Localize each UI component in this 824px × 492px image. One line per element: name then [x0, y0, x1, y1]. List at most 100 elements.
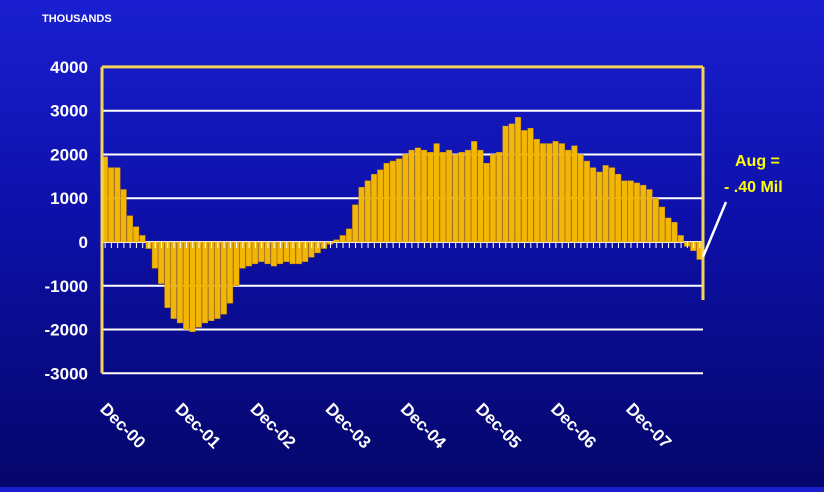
plot-frame — [100, 65, 705, 374]
bar — [414, 147, 421, 243]
bar — [208, 241, 215, 321]
bar — [602, 165, 609, 243]
bars-layer — [101, 117, 703, 332]
bar — [615, 173, 622, 243]
bar — [408, 149, 415, 243]
bar — [546, 143, 553, 243]
bar — [577, 154, 584, 243]
y-tick-labels: 4000 3000 2000 1000 0 -1000 -2000 -3000 — [45, 58, 88, 383]
x-tick-label: Dec-05 — [472, 399, 525, 452]
x-tick-label: Dec-06 — [547, 399, 600, 452]
bar — [502, 125, 509, 243]
bar — [527, 127, 534, 243]
bar — [533, 138, 540, 243]
bar — [552, 141, 559, 243]
bar — [201, 241, 209, 324]
bar — [189, 241, 196, 332]
bar — [471, 141, 478, 243]
annotation-pointer — [701, 201, 728, 258]
bar — [220, 241, 227, 315]
bar — [139, 235, 146, 243]
bar — [214, 241, 221, 319]
bar — [558, 143, 565, 243]
y-tick-label: 1000 — [50, 189, 88, 208]
bar — [646, 189, 653, 243]
bar — [508, 123, 515, 243]
bar — [627, 180, 634, 243]
bar — [158, 241, 165, 284]
bar — [477, 149, 484, 243]
x-tick-label: Dec-00 — [96, 399, 149, 452]
bar — [371, 173, 378, 243]
bar — [345, 228, 353, 243]
bar — [671, 222, 678, 243]
bar — [389, 160, 396, 243]
y-tick-label: 0 — [79, 233, 88, 252]
bar — [227, 241, 234, 304]
bar — [339, 235, 346, 243]
bar — [377, 169, 384, 243]
bar — [183, 241, 190, 330]
bar — [571, 145, 578, 243]
bar — [402, 154, 409, 243]
bar — [176, 241, 183, 324]
y-tick-label: -3000 — [45, 364, 88, 383]
bar — [540, 143, 547, 243]
bar — [458, 152, 465, 243]
bar — [565, 149, 572, 243]
zero-axis-ticks — [104, 242, 701, 248]
bar — [133, 226, 140, 243]
bar — [452, 154, 459, 243]
bar — [126, 215, 133, 243]
bar — [590, 167, 597, 243]
bar — [608, 167, 615, 243]
y-tick-label: -2000 — [45, 321, 88, 340]
bar — [333, 239, 340, 243]
bar — [108, 167, 115, 243]
bar — [464, 149, 471, 243]
bar — [677, 235, 684, 243]
bar — [658, 206, 666, 243]
y-tick-label: -1000 — [45, 277, 88, 296]
bar — [421, 149, 428, 243]
y-tick-label: 3000 — [50, 102, 88, 121]
bar — [514, 117, 522, 243]
unit-label: THOUSANDS — [42, 13, 112, 25]
x-tick-label: Dec-02 — [247, 399, 300, 452]
bar — [164, 241, 171, 308]
bar — [383, 163, 390, 243]
bar — [352, 204, 359, 243]
bar — [640, 184, 647, 243]
bar — [521, 130, 528, 243]
bar — [433, 143, 440, 243]
x-tick-label: Dec-03 — [322, 399, 375, 452]
bar — [665, 217, 672, 243]
y-tick-label: 4000 — [50, 58, 88, 77]
bar — [496, 152, 503, 243]
bar — [233, 241, 240, 286]
bar — [364, 180, 371, 243]
bar — [652, 198, 659, 243]
y-tick-label: 2000 — [50, 145, 88, 164]
annotation: Aug = - .40 Mil — [701, 153, 783, 258]
x-tick-label: Dec-07 — [622, 399, 675, 452]
bar — [439, 152, 446, 243]
bar — [583, 160, 590, 243]
bar — [358, 187, 365, 243]
x-tick-labels: Dec-00 Dec-01 Dec-02 Dec-03 Dec-04 Dec-05 Dec-… — [96, 399, 675, 452]
bar — [195, 241, 202, 328]
annotation-line-2: - .40 Mil — [724, 179, 783, 196]
annotation-line-1: Aug = — [735, 153, 780, 170]
bar — [621, 180, 628, 243]
bar — [596, 171, 603, 243]
bar — [633, 182, 641, 243]
bar — [483, 163, 490, 243]
bar — [396, 158, 403, 243]
bar — [446, 149, 453, 243]
bar — [170, 241, 177, 319]
bar — [489, 154, 497, 243]
x-tick-label: Dec-01 — [171, 399, 224, 452]
bar — [427, 152, 434, 243]
